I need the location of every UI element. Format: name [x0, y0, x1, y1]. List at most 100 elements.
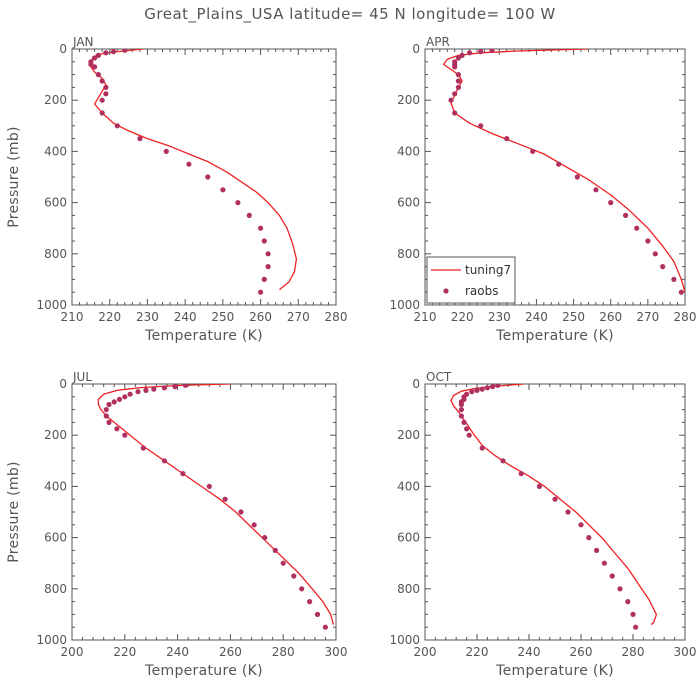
raob-point [92, 55, 98, 61]
raob-point [552, 496, 558, 502]
y-tick-label: 200 [397, 428, 420, 442]
x-tick-label: 300 [325, 645, 348, 659]
raob-point [490, 384, 496, 390]
x-tick-label: 230 [136, 310, 159, 324]
raob-point [671, 276, 677, 282]
raob-point [565, 509, 571, 515]
raob-point [307, 599, 313, 605]
raob-point [103, 413, 109, 419]
x-tick-label: 250 [211, 310, 234, 324]
raob-point [272, 547, 278, 554]
x-tick-label: 240 [525, 310, 548, 324]
legend-label-obs: raobs [465, 284, 499, 298]
x-tick-label: 200 [61, 645, 84, 659]
x-tick-label: 240 [166, 645, 189, 659]
raob-point [246, 212, 252, 218]
raob-point [99, 78, 105, 84]
y-tick-label: 400 [44, 144, 67, 158]
raob-point [88, 61, 94, 67]
legend-label-model: tuning7 [465, 263, 511, 277]
y-tick-label: 400 [397, 479, 420, 493]
raob-point [479, 386, 485, 392]
x-tick-label: 220 [451, 310, 474, 324]
raob-point [500, 458, 506, 464]
raob-point [172, 384, 178, 390]
raob-point [455, 84, 461, 90]
raob-point [261, 276, 267, 282]
y-tick-label: 400 [397, 144, 420, 158]
x-tick-label: 200 [414, 645, 437, 659]
y-tick-label: 200 [44, 428, 67, 442]
y-tick-label: 400 [44, 479, 67, 493]
raob-point [220, 187, 226, 193]
raob-point [574, 174, 580, 180]
raob-point [518, 471, 524, 477]
raob-point [186, 161, 192, 167]
raob-point [265, 264, 271, 270]
legend-point-swatch [443, 288, 449, 294]
x-tick-label: 270 [636, 310, 659, 324]
raob-point [163, 148, 169, 154]
raob-point [161, 458, 167, 464]
raob-point [578, 522, 584, 528]
raob-point [478, 49, 484, 55]
raob-point [161, 385, 167, 391]
x-tick-label: 210 [414, 310, 437, 324]
raob-point [536, 483, 543, 489]
raob-point [617, 586, 623, 592]
raob-point [114, 123, 120, 129]
x-axis-label: Temperature (K) [144, 328, 263, 344]
plot-frame [71, 48, 337, 306]
raob-point [455, 55, 461, 61]
raob-point [479, 445, 485, 451]
raob-point [103, 50, 109, 56]
raob-point [469, 389, 475, 395]
raob-point [630, 611, 636, 618]
raob-point [467, 50, 473, 56]
y-tick-label: 800 [397, 247, 420, 261]
y-tick-label: 0 [412, 42, 420, 56]
panel-month-label: JAN [72, 35, 94, 49]
x-tick-label: 220 [466, 645, 489, 659]
raob-point [455, 72, 461, 78]
raob-point [633, 624, 639, 630]
raob-point [103, 84, 109, 90]
raob-point [504, 136, 510, 142]
x-tick-label: 280 [622, 645, 645, 659]
x-tick-label: 280 [325, 310, 348, 324]
raob-point [151, 386, 157, 392]
raob-point [625, 599, 631, 605]
raob-point [106, 401, 112, 408]
y-tick-label: 800 [44, 247, 67, 261]
y-tick-label: 600 [44, 196, 67, 210]
raob-point [258, 289, 264, 295]
x-tick-label: 270 [287, 310, 310, 324]
raob-point [452, 110, 458, 116]
y-tick-label: 600 [44, 531, 67, 545]
y-tick-label: 0 [59, 377, 67, 391]
y-tick-label: 200 [44, 93, 67, 107]
panel-month-label: APR [426, 35, 450, 49]
model-profile-line [450, 384, 658, 626]
raob-point [261, 238, 267, 244]
model-profile-line [442, 49, 685, 293]
y-tick-label: 600 [397, 531, 420, 545]
raob-point [489, 49, 495, 53]
raob-point [116, 396, 123, 402]
legend: tuning7 raobs [426, 256, 516, 304]
y-tick-label: 600 [397, 196, 420, 210]
y-tick-label: 1000 [389, 298, 420, 312]
panel-apr: 210 220 230 240 250 260 270 280 0 200 400 600 800 100… [389, 35, 696, 344]
raob-point [182, 384, 189, 388]
raob-point [180, 471, 186, 477]
raob-point [265, 251, 271, 257]
raob-point [238, 509, 244, 515]
raob-point [103, 91, 109, 97]
raob-point [137, 136, 143, 142]
x-axis-label: Temperature (K) [495, 663, 614, 679]
panel-jan: 210 220 230 240 250 260 270 280 0 200 400 600 800 100… [6, 35, 347, 344]
raob-point [206, 483, 212, 489]
y-axis-label: Pressure (mb) [6, 126, 22, 228]
panel-month-label: OCT [426, 370, 452, 384]
